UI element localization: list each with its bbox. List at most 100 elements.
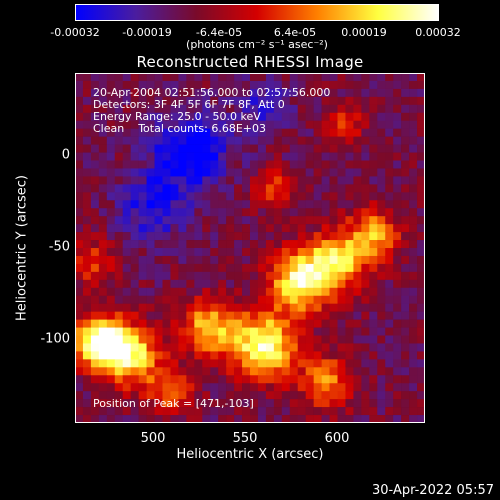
heatmap-cell <box>194 208 203 217</box>
heatmap-cell <box>98 73 108 82</box>
heatmap-cell <box>138 391 147 400</box>
heatmap-cell <box>170 184 179 193</box>
heatmap-cell <box>250 232 259 241</box>
heatmap-cell <box>106 367 116 376</box>
heatmap-cell <box>90 248 100 257</box>
heatmap-cell <box>146 176 155 185</box>
heatmap-cell <box>122 176 131 185</box>
heatmap-cell <box>289 88 299 98</box>
heatmap-cell <box>393 152 402 161</box>
heatmap-cell <box>210 383 219 392</box>
heatmap-cell <box>130 128 139 137</box>
heatmap-cell <box>75 168 84 177</box>
heatmap-cell <box>138 200 147 209</box>
heatmap-cell <box>353 263 362 273</box>
heatmap-cell <box>417 375 425 384</box>
heatmap-cell <box>297 208 306 217</box>
heatmap-cell <box>265 112 275 122</box>
heatmap-cell <box>257 160 267 169</box>
heatmap-cell <box>130 279 139 289</box>
heatmap-cell <box>114 375 124 384</box>
heatmap-cell <box>329 279 338 289</box>
heatmap-cell <box>297 311 306 320</box>
heatmap-cell <box>417 192 425 201</box>
heatmap-cell <box>218 192 227 201</box>
heatmap-cell <box>329 80 338 90</box>
heatmap-cell <box>353 303 362 312</box>
heatmap-cell <box>234 184 243 193</box>
heatmap-cell <box>401 375 410 384</box>
heatmap-cell <box>250 168 259 177</box>
heatmap-cell <box>146 415 155 423</box>
heatmap-cell <box>106 343 116 352</box>
heatmap-cell <box>226 319 235 328</box>
heatmap-cell <box>114 144 124 153</box>
heatmap-cell <box>297 351 306 360</box>
heatmap-cell <box>369 200 378 209</box>
heatmap-cell <box>265 136 275 145</box>
heatmap-cell <box>401 351 410 360</box>
heatmap-cell <box>226 351 235 360</box>
heatmap-cell <box>273 319 283 328</box>
heatmap-cell <box>82 120 92 129</box>
heatmap-cell <box>146 232 155 241</box>
heatmap-cell <box>234 271 243 281</box>
heatmap-cell <box>281 319 291 328</box>
heatmap-cell <box>265 351 275 360</box>
heatmap-cell <box>162 232 171 241</box>
heatmap-cell <box>130 184 139 193</box>
heatmap-cell <box>146 303 155 312</box>
heatmap-cell <box>90 399 100 408</box>
heatmap-cell <box>281 287 291 297</box>
heatmap-cell <box>377 399 386 408</box>
heatmap-cell <box>313 303 322 312</box>
heatmap-cell <box>393 383 402 392</box>
heatmap-cell <box>194 240 203 249</box>
colorbar-tick-label: 0.00019 <box>341 26 387 39</box>
heatmap-cell <box>186 168 195 177</box>
heatmap-cell <box>218 343 227 352</box>
heatmap-cell <box>154 415 163 423</box>
heatmap-cell <box>170 160 179 169</box>
heatmap-cell <box>257 327 267 336</box>
heatmap-cell <box>138 160 147 169</box>
heatmap-cell <box>289 192 299 201</box>
heatmap-cell <box>417 327 425 336</box>
heatmap-cell <box>75 216 84 225</box>
heatmap-cell <box>138 415 147 423</box>
heatmap-cell <box>385 248 394 257</box>
heatmap-cell <box>114 287 124 297</box>
heatmap-cell <box>122 375 131 384</box>
heatmap-cell <box>337 152 346 161</box>
heatmap-cell <box>226 120 235 129</box>
heatmap-cell <box>313 80 322 90</box>
heatmap-cell <box>313 319 322 328</box>
heatmap-cell <box>289 383 299 392</box>
heatmap-cell <box>417 144 425 153</box>
heatmap-cell <box>178 255 187 265</box>
heatmap-cell <box>114 136 124 145</box>
heatmap-cell <box>106 184 116 193</box>
heatmap-cell <box>281 327 291 336</box>
heatmap-cell <box>385 375 394 384</box>
heatmap-cell <box>130 248 139 257</box>
heatmap-cell <box>250 208 259 217</box>
heatmap-cell <box>337 279 346 289</box>
heatmap-cell <box>385 263 394 273</box>
heatmap-cell <box>90 327 100 336</box>
heatmap-cell <box>361 287 370 297</box>
heatmap-cell <box>194 96 203 106</box>
heatmap-cell <box>401 311 410 320</box>
heatmap-cell <box>297 335 306 344</box>
heatmap-cell <box>273 263 283 273</box>
heatmap-cell <box>178 96 187 106</box>
heatmap-cell <box>138 303 147 312</box>
heatmap-cell <box>401 391 410 400</box>
heatmap-cell <box>122 128 131 137</box>
heatmap-cell <box>130 176 139 185</box>
heatmap-cell <box>265 120 275 129</box>
heatmap-cell <box>90 232 100 241</box>
heatmap-cell <box>337 224 346 233</box>
heatmap-cell <box>202 255 211 265</box>
heatmap-cell <box>234 263 243 273</box>
